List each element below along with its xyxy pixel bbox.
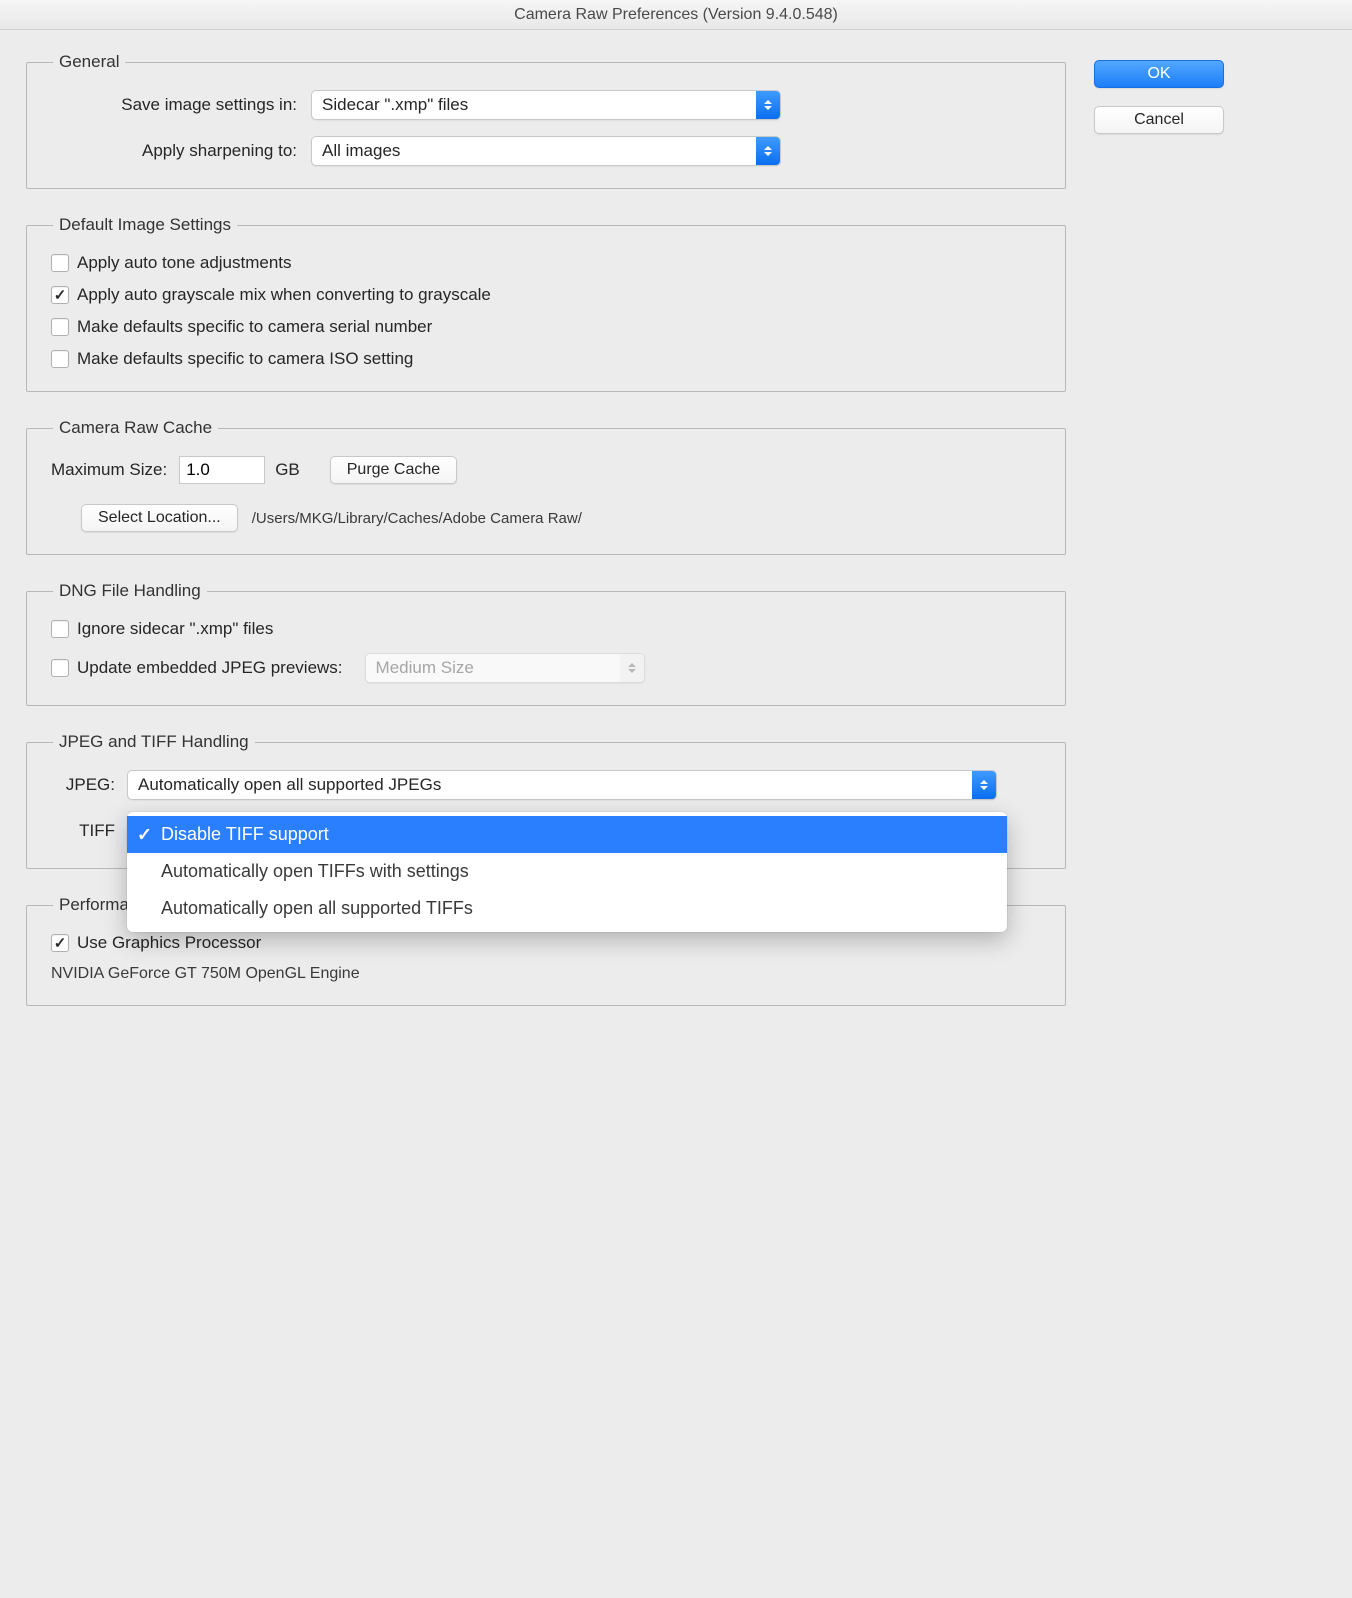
label-max-size: Maximum Size: [51,460,167,480]
select-preview-size: Medium Size [365,653,645,683]
legend-general: General [53,52,125,72]
select-jpeg-value: Automatically open all supported JPEGs [128,775,972,795]
label-default-1: Apply auto grayscale mix when converting… [77,285,491,305]
label-default-3: Make defaults specific to camera ISO set… [77,349,413,369]
purge-cache-button[interactable]: Purge Cache [330,456,457,484]
dropdown-tiff-menu[interactable]: Disable TIFF supportAutomatically open T… [127,812,1007,932]
label-gb: GB [275,460,300,480]
checkbox-ignore-xmp[interactable] [51,620,69,638]
checkbox-default-1[interactable] [51,286,69,304]
tiff-menu-item-1[interactable]: Automatically open TIFFs with settings [127,853,1007,890]
legend-jpeg-tiff: JPEG and TIFF Handling [53,732,255,752]
stepper-icon [756,91,780,119]
legend-cache: Camera Raw Cache [53,418,218,438]
label-default-0: Apply auto tone adjustments [77,253,292,273]
stepper-icon [972,771,996,799]
select-jpeg[interactable]: Automatically open all supported JPEGs [127,770,997,800]
legend-defaults: Default Image Settings [53,215,237,235]
tiff-menu-item-2[interactable]: Automatically open all supported TIFFs [127,890,1007,927]
legend-dng: DNG File Handling [53,581,207,601]
group-general: General Save image settings in: Sidecar … [26,52,1066,189]
label-update-previews: Update embedded JPEG previews: [77,658,343,678]
checkbox-use-gpu[interactable] [51,934,69,952]
cancel-button[interactable]: Cancel [1094,106,1224,134]
select-location-button[interactable]: Select Location... [81,504,238,532]
checkbox-default-0[interactable] [51,254,69,272]
group-jpeg-tiff: JPEG and TIFF Handling JPEG: Automatical… [26,732,1066,869]
checkbox-default-3[interactable] [51,350,69,368]
select-sharpen-value: All images [312,141,756,161]
select-save-settings-value: Sidecar ".xmp" files [312,95,756,115]
label-save-settings: Save image settings in: [51,95,311,115]
group-cache: Camera Raw Cache Maximum Size: GB Purge … [26,418,1066,555]
gpu-name: NVIDIA GeForce GT 750M OpenGL Engine [51,965,1041,983]
label-default-2: Make defaults specific to camera serial … [77,317,432,337]
label-use-gpu: Use Graphics Processor [77,933,261,953]
select-sharpen[interactable]: All images [311,136,781,166]
label-jpeg: JPEG: [51,775,127,795]
cache-path: /Users/MKG/Library/Caches/Adobe Camera R… [252,510,582,527]
select-save-settings[interactable]: Sidecar ".xmp" files [311,90,781,120]
checkbox-update-previews[interactable] [51,659,69,677]
ok-button[interactable]: OK [1094,60,1224,88]
window-title: Camera Raw Preferences (Version 9.4.0.54… [0,0,1352,30]
checkbox-default-2[interactable] [51,318,69,336]
group-defaults: Default Image Settings Apply auto tone a… [26,215,1066,392]
input-max-size[interactable] [179,456,265,484]
stepper-icon [620,654,644,682]
label-tiff: TIFF [51,821,127,841]
group-dng: DNG File Handling Ignore sidecar ".xmp" … [26,581,1066,706]
label-sharpen: Apply sharpening to: [51,141,311,161]
label-ignore-xmp: Ignore sidecar ".xmp" files [77,619,273,639]
tiff-menu-item-0[interactable]: Disable TIFF support [127,816,1007,853]
stepper-icon [756,137,780,165]
select-preview-size-value: Medium Size [366,658,620,678]
